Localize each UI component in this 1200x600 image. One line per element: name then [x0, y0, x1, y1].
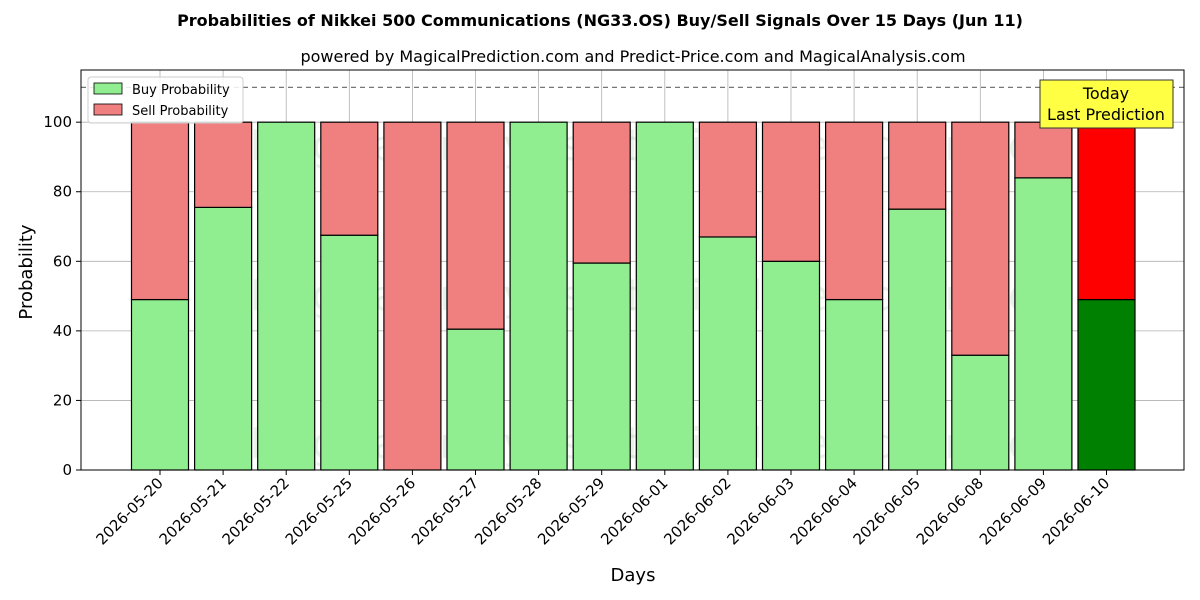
- x-tick-label: 2026-06-01: [597, 474, 671, 548]
- x-tick-label: 2026-05-21: [156, 474, 230, 548]
- chart-title: Probabilities of Nikkei 500 Communicatio…: [177, 11, 1023, 30]
- buy-bar: [1077, 298, 1136, 471]
- x-tick-label: 2026-06-05: [850, 474, 924, 548]
- y-ticks: 0 20 40 60 80 100: [43, 113, 81, 479]
- x-tick-label: 2026-05-26: [345, 474, 419, 548]
- x-tick-label: 2026-06-03: [723, 474, 797, 548]
- chart-subtitle: powered by MagicalPrediction.com and Pre…: [300, 47, 965, 66]
- x-tick-label: 2026-05-27: [408, 474, 482, 548]
- sell-bar: [1077, 121, 1136, 301]
- bars: [130, 121, 1136, 471]
- y-tick-label: 20: [53, 391, 72, 409]
- x-tick-label: 2026-06-04: [787, 474, 861, 548]
- y-tick-label: 100: [43, 113, 72, 131]
- buy-bar: [698, 236, 758, 471]
- x-tick-label: 2026-06-10: [1039, 474, 1113, 548]
- buy-bar: [635, 121, 694, 471]
- sell-bar: [320, 121, 379, 236]
- sell-bar: [130, 121, 190, 301]
- buy-bar: [194, 206, 253, 471]
- sell-bar: [383, 121, 442, 471]
- sell-bar: [888, 121, 947, 210]
- y-tick-label: 40: [53, 322, 72, 340]
- y-tick-label: 80: [53, 183, 72, 201]
- today-annotation: Today Last Prediction: [1039, 79, 1174, 129]
- x-tick-label: 2026-06-02: [660, 474, 734, 548]
- legend: Buy Probability Sell Probability: [87, 76, 244, 124]
- x-tick-label: 2026-06-09: [976, 474, 1050, 548]
- x-tick-label: 2026-06-08: [913, 474, 987, 548]
- buy-bar: [320, 234, 379, 471]
- sell-bar: [761, 121, 821, 262]
- buy-bar: [509, 121, 568, 471]
- buy-bar: [257, 121, 316, 471]
- legend-swatch-buy: [93, 82, 123, 95]
- y-tick-label: 60: [53, 252, 72, 270]
- sell-bar: [572, 121, 631, 264]
- buy-bar: [1014, 177, 1073, 471]
- x-tick-label: 2026-05-25: [282, 474, 356, 548]
- sell-bar: [951, 121, 1010, 356]
- y-tick-label: 0: [62, 461, 72, 479]
- buy-bar: [824, 298, 884, 471]
- x-tick-label: 2026-05-28: [471, 474, 545, 548]
- annotation-line2: Last Prediction: [1047, 105, 1165, 124]
- legend-box: [87, 76, 244, 124]
- x-tick-label: 2026-05-20: [92, 474, 166, 548]
- x-tick-label: 2026-05-29: [534, 474, 608, 548]
- annotation-box: [1039, 79, 1174, 129]
- annotation-line1: Today: [1082, 84, 1129, 103]
- buy-bar: [446, 328, 505, 471]
- buy-bar: [761, 260, 821, 471]
- legend-swatch-sell: [93, 103, 123, 116]
- buy-bar: [572, 262, 631, 471]
- plot-frame: [80, 69, 1185, 471]
- x-axis-label: Days: [611, 565, 656, 586]
- sell-bar: [194, 121, 253, 208]
- sell-bar: [1014, 121, 1073, 179]
- x-ticks: 2026-05-202026-05-212026-05-222026-05-25…: [92, 470, 1113, 548]
- legend-label-buy: Buy Probability: [132, 83, 230, 98]
- sell-bar: [446, 121, 505, 330]
- legend-label-sell: Sell Probability: [132, 104, 229, 119]
- buy-bar: [888, 208, 947, 471]
- buy-bar: [130, 298, 190, 471]
- y-axis-label: Probability: [16, 224, 37, 319]
- x-tick-label: 2026-05-22: [219, 474, 293, 548]
- buy-bar: [951, 354, 1010, 471]
- sell-bar: [698, 121, 758, 238]
- sell-bar: [824, 121, 884, 301]
